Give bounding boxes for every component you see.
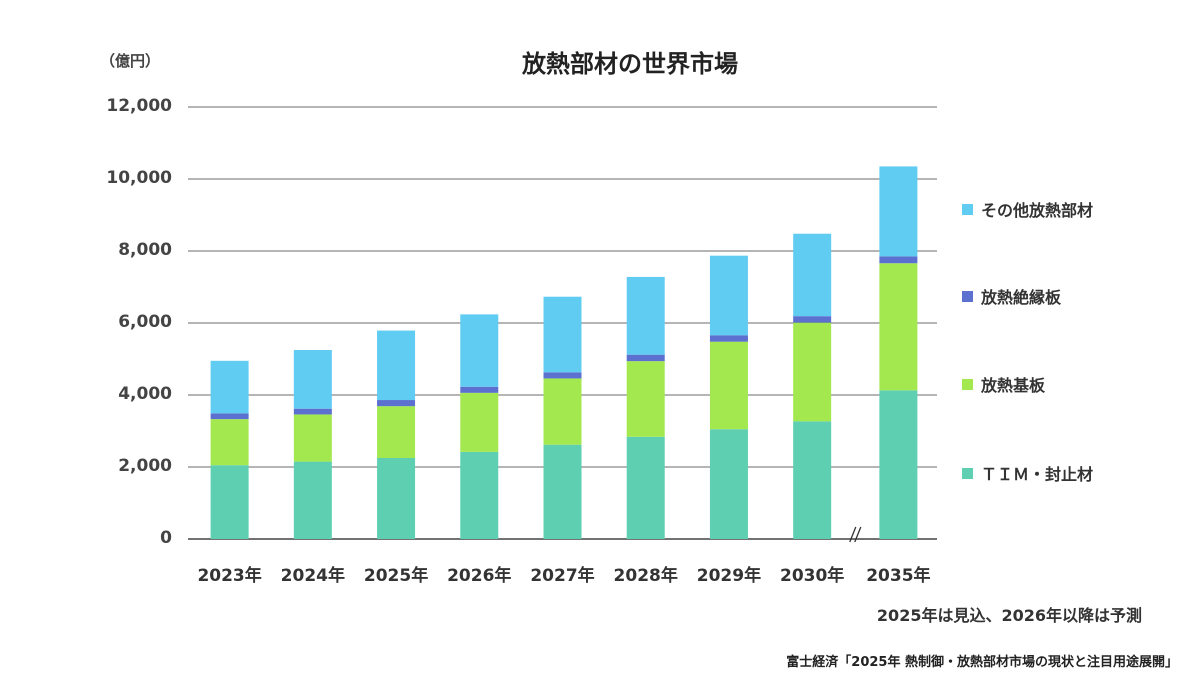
bar-segment [626,354,665,362]
bar-segment [543,378,582,445]
bar-segment [879,390,918,539]
bar-segment [709,341,748,430]
bar-segment [210,360,249,414]
y-tick-label: 6,000 [118,312,172,332]
bar-segment [793,421,832,539]
bar-segment [543,296,582,373]
bar-segment [293,461,332,539]
bar-segment [460,392,499,452]
source-credit: 富士経済「2025年 熱制御・放熱部材市場の現状と注目用途展開」 [786,655,1178,670]
legend-item: 放熱基板 [962,373,1192,395]
legend-label: 放熱基板 [981,376,1046,395]
bar-segment [460,451,499,539]
bar-segment [377,406,416,458]
x-tick-label: 2023年 [197,566,262,586]
legend-swatch [962,467,973,479]
x-tick-label: 2025年 [363,566,429,586]
bar-segment [377,400,416,407]
bar-segment [210,465,249,539]
legend-label: ＴＩＭ・封止材 [981,465,1094,484]
x-tick-label: 2026年 [447,566,512,586]
y-tick-label: 12,000 [106,96,172,116]
bar-segment [460,314,499,387]
bar-segment [210,413,249,420]
bar-segment [293,408,332,415]
legend-item: ＴＩＭ・封止材 [962,462,1192,484]
bar-segment [210,419,249,466]
bar-segment [377,330,416,401]
axis-break-stroke [854,526,862,543]
legend-label: その他放熱部材 [981,201,1094,220]
bar-segment [879,166,918,257]
legend-swatch [962,290,973,302]
x-tick-label: 2027年 [530,566,595,586]
bar-segment [626,436,665,539]
y-tick-label: 8,000 [118,240,172,260]
bar-segment [543,372,582,379]
y-tick-label: 0 [160,528,172,548]
x-tick-label: 2029年 [696,566,762,586]
y-axis-unit-label: （億円） [100,52,161,70]
legend-label: 放熱絶縁板 [981,288,1062,307]
legend-item: その他放熱部材 [962,198,1192,220]
bar-segment [293,350,332,409]
bar-segment [879,263,918,391]
bar-stacks [210,166,918,539]
axis-break-mark [849,526,862,543]
bar-segment [879,256,918,264]
bar-segment [793,316,832,323]
forecast-note: 2025年は見込、2026年以降は予測 [876,606,1142,625]
legend-item: 放熱絶縁板 [962,285,1192,307]
bar-segment [293,414,332,462]
y-tick-label: 10,000 [106,168,172,188]
legend-swatch [962,203,973,215]
bar-segment [543,444,582,539]
legend-swatch [962,378,973,390]
bar-segment [460,386,499,393]
axis-break-stroke [849,526,857,543]
y-tick-label: 4,000 [118,384,172,404]
bar-segment [626,361,665,437]
bar-segment [793,233,832,317]
y-tick-label: 2,000 [118,456,172,476]
bar-segment [793,322,832,422]
x-tick-label: 2028年 [613,566,678,586]
chart-title: 放熱部材の世界市場 [522,50,738,78]
bar-segment [709,429,748,539]
x-tick-label: 2024年 [280,566,345,586]
x-tick-label: 2030年 [779,566,845,586]
bar-segment [709,255,748,336]
x-tick-label: 2035年 [866,566,931,586]
bar-segment [377,458,416,539]
bar-segment [709,335,748,342]
bar-segment [626,276,665,355]
